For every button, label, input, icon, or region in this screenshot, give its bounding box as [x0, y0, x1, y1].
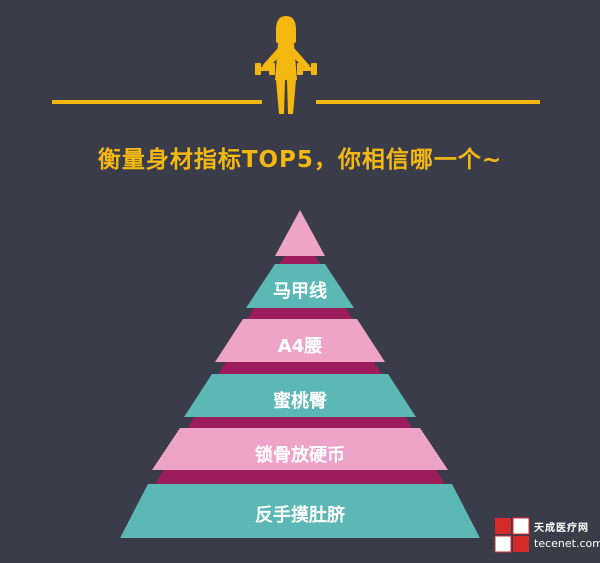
header-illustration	[52, 16, 540, 114]
tier-label-1: 马甲线	[273, 281, 327, 302]
brand-name: 天成医疗网	[534, 523, 589, 534]
tier-1-shape	[246, 264, 354, 308]
pyramid-tip	[275, 210, 325, 256]
tier-label-4: 锁骨放硬币	[255, 445, 345, 466]
tier-label-2: A4腰	[277, 336, 323, 357]
tier-2-shape	[215, 319, 385, 362]
watermark: 天成医疗网 tecenet.com	[494, 515, 600, 557]
tier-label-3: 蜜桃臀	[273, 391, 327, 412]
tier-4-shape	[152, 428, 448, 470]
tier-label-5: 反手摸肚脐	[255, 505, 345, 526]
tier-5-shape	[120, 484, 480, 538]
brand-logo-icon	[494, 517, 530, 553]
page-title: 衡量身材指标TOP5，你相信哪一个~	[97, 147, 503, 173]
tier-3-shape	[184, 374, 416, 417]
dumbbell-figure-icon	[255, 16, 317, 114]
site-url: tecenet.com	[534, 537, 600, 550]
